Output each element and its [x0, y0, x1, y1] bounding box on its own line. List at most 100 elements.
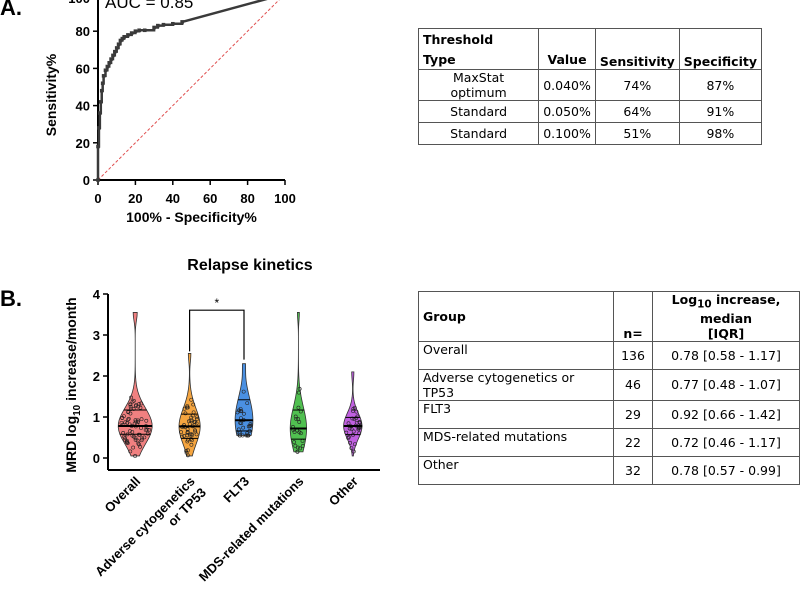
violin-data-point: [130, 399, 135, 404]
roc-x-axis-label: 100% - Specificity%: [126, 209, 257, 225]
violin-data-point: [239, 421, 244, 426]
violin-data-point: [194, 421, 199, 426]
violin-data-point: [185, 405, 190, 410]
violin-data-point: [179, 430, 183, 435]
roc-curve-point: [137, 28, 141, 33]
cell-median-iqr: 0.77 [0.48 - 1.07]: [652, 368, 800, 401]
table-row: Overall 136 0.78 [0.58 - 1.17]: [418, 340, 800, 370]
violin-data-point: [295, 445, 300, 450]
roc-y-axis-label: Sensitivity%: [43, 53, 59, 136]
violin-data-point: [293, 443, 298, 448]
threshold-header-blank: [538, 28, 596, 49]
cell-n: 22: [613, 427, 653, 457]
col-header-log-increase: Log10 increase, median [IQR]: [652, 291, 800, 342]
violin-data-point: [193, 428, 197, 433]
violin-data-point: [241, 389, 246, 394]
table-row: Adverse cytogenetics or TP53 46 0.77 [0.…: [418, 368, 800, 401]
roc-x-tick-label: 60: [203, 191, 217, 206]
roc-y-tick-label: 0: [83, 173, 90, 188]
violin-data-point: [131, 407, 136, 411]
cell-group: Other: [418, 455, 614, 485]
significance-label: *: [214, 296, 219, 310]
violin-data-point: [126, 410, 131, 415]
violin-data-point: [182, 433, 187, 438]
violin-data-point: [235, 410, 240, 415]
violin-data-point: [183, 411, 188, 416]
roc-x-tick-label: 80: [240, 191, 254, 206]
violin-x-tick-label: Other: [326, 474, 361, 509]
violin-data-point: [147, 427, 152, 432]
roc-x-tick-label: 0: [94, 191, 101, 206]
roc-curve-point: [97, 126, 101, 130]
violin-data-point: [125, 421, 130, 425]
violin-x-tick-label: Overall: [102, 474, 144, 516]
roc-curve-point: [99, 88, 104, 93]
cell-median-iqr: 0.72 [0.46 - 1.17]: [652, 427, 800, 457]
col-header-specificity: Specificity: [678, 49, 763, 70]
violin-data-point: [296, 390, 301, 395]
violin-data-point: [300, 444, 305, 448]
violin-data-point: [185, 430, 190, 435]
cell-n: 136: [613, 340, 653, 370]
roc-curve-point: [180, 20, 184, 24]
violin-data-point: [129, 395, 134, 400]
violin-data-point: [137, 432, 142, 437]
violin-data-point: [185, 427, 190, 432]
roc-curve-point: [103, 68, 108, 73]
violin-data-point: [128, 429, 132, 434]
roc-x-tick-label: 20: [128, 191, 142, 206]
violin-data-point: [139, 417, 144, 422]
violin-data-point: [189, 442, 194, 447]
violin-data-point: [125, 440, 130, 445]
table-row: MDS-related mutations 22 0.72 [0.46 - 1.…: [418, 427, 800, 457]
cell-median-iqr: 0.92 [0.66 - 1.42]: [652, 399, 800, 429]
cell-n: 29: [613, 399, 653, 429]
violin-data-point: [139, 438, 144, 443]
violin-data-point: [128, 449, 133, 454]
violin-data-point: [189, 397, 194, 402]
violin-data-point: [119, 421, 124, 425]
roc-y-tick-label: 20: [76, 136, 90, 151]
violin-data-point: [348, 440, 352, 445]
cell-sensitivity: 74%: [594, 69, 680, 101]
violin-data-point: [351, 449, 356, 454]
violin-data-point: [248, 422, 253, 427]
cell-group: Overall: [418, 340, 614, 370]
roc-curve-point: [118, 38, 123, 43]
panel-b-letter: B.: [0, 286, 22, 311]
violin-data-point: [354, 416, 359, 420]
violin-data-point: [357, 420, 362, 424]
violin-data-point: [133, 438, 138, 442]
table-row: Standard 0.050% 64% 91%: [417, 100, 763, 123]
violin-data-point: [185, 448, 190, 453]
roc-curve-point: [129, 31, 134, 35]
violin-data-point: [125, 441, 130, 446]
roc-curve-point: [126, 33, 130, 37]
violin-data-point: [134, 403, 138, 408]
violin-data-point: [241, 425, 246, 430]
violin-data-point: [120, 416, 125, 420]
violin-data-point: [188, 432, 192, 437]
panel-a-letter: A.: [0, 0, 22, 20]
violin-data-point: [184, 448, 189, 453]
violin-data-point: [194, 415, 199, 420]
violin-data-point: [245, 431, 250, 436]
roc-y-top-tick-label: 100: [68, 0, 90, 6]
violin-data-point: [144, 418, 149, 423]
violin-data-point: [297, 387, 302, 391]
cell-sensitivity: 64%: [594, 100, 680, 123]
cell-group: MDS-related mutations: [418, 427, 614, 457]
violin-data-point: [351, 409, 355, 413]
violin-data-point: [292, 440, 297, 445]
cell-type: MaxStat optimum: [417, 69, 540, 101]
roc-x-tick-label: 100: [274, 191, 296, 206]
roc-x-tick-label: 40: [166, 191, 180, 206]
violin-data-point: [346, 436, 351, 440]
roc-curve-point: [111, 53, 115, 58]
threshold-header-blank: [678, 28, 763, 49]
violin-data-point: [238, 407, 243, 411]
table-row: MaxStat optimum 0.040% 74% 87%: [417, 69, 763, 101]
violin-data-point: [352, 405, 357, 410]
violin-data-point: [244, 433, 249, 438]
violin-data-point: [189, 436, 193, 441]
